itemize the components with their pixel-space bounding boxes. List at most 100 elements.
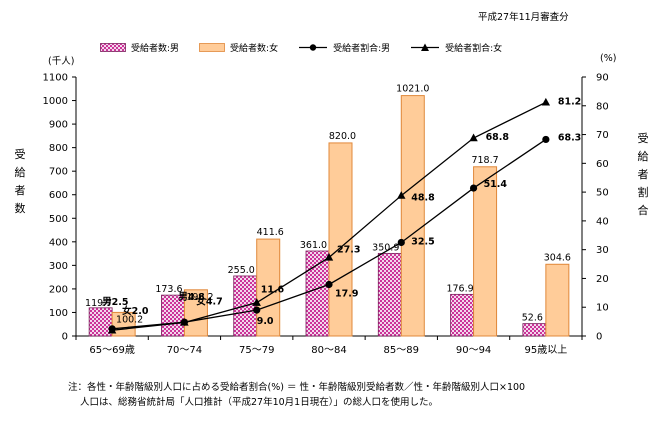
line-female-ratio-marker (541, 97, 551, 106)
line-male-ratio-marker (325, 280, 333, 289)
bar-female-value-label: 718.7 (471, 155, 498, 166)
x-tick-label: 65～69歳 (89, 344, 134, 356)
legend-item-male-ratio: 受給者割合:男 (298, 41, 390, 54)
bar-female-count (473, 166, 498, 337)
y-left-tick-label: 300 (49, 261, 68, 272)
line-male-ratio-marker (397, 238, 405, 247)
y-right-tick-label: 50 (596, 188, 609, 199)
footnote-1: 注：各性・年齢階級別人口に占める受給者割合(%) ＝ 性・年齢階級別受給者数／性… (68, 382, 526, 393)
line-male-ratio-label: 17.9 (335, 288, 358, 299)
line-male-ratio-label: 68.3 (558, 132, 581, 143)
y-left-tick-label: 900 (49, 120, 68, 131)
bar-male-count (450, 293, 474, 337)
y-left-tick-label: 700 (49, 167, 68, 178)
y-right-tick-label: 80 (596, 101, 609, 112)
line-male-ratio-label: 9.0 (257, 316, 274, 327)
bar-male-value-label: 255.0 (228, 265, 255, 276)
legend-item-female-count: 受給者数:女 (199, 41, 278, 54)
y-left-tick-label: 800 (49, 143, 68, 154)
bar-female-count (545, 263, 570, 337)
line-female-ratio-marker (107, 325, 117, 334)
y-right-title: 受給者割合 (637, 132, 649, 217)
bar-female-value-label: 411.6 (257, 227, 284, 238)
bar-male-value-label: 176.9 (446, 283, 473, 294)
y-left-title: 受給者数 (14, 148, 26, 215)
bar-male-value-label: 119.7 (85, 298, 112, 309)
line-female-ratio-label: 68.8 (486, 132, 510, 143)
y-left-tick-label: 1000 (43, 96, 68, 107)
line-male-ratio-marker (542, 135, 550, 144)
line-male-ratio-label: 男4.8 (178, 292, 205, 303)
x-tick-label: 80～84 (311, 345, 346, 356)
line-male-ratio-marker (253, 306, 261, 314)
line-female-ratio-label: 48.8 (411, 193, 435, 204)
line-male-ratio-label: 男2.5 (102, 297, 128, 308)
bar-male-count (377, 252, 402, 337)
y-left-tick-label: 500 (49, 214, 68, 225)
legend-label-male-ratio: 受給者割合:男 (333, 44, 391, 54)
legend-label-female-count: 受給者数:女 (230, 44, 279, 54)
bar-female-count (328, 142, 353, 337)
bar-female-value-label: 820.0 (329, 131, 356, 142)
bar-female-value-label: 100.2 (116, 314, 143, 325)
line-female-ratio-label: 女4.7 (196, 295, 222, 307)
y-right-tick-label: 30 (596, 245, 609, 256)
bar-male-count (522, 323, 547, 337)
line-female-ratio-label: 11.6 (261, 285, 285, 296)
y-left-tick-label: 1100 (43, 73, 68, 84)
bar-male-value-label: 361.0 (300, 240, 327, 251)
y-right-tick-label: 40 (596, 216, 609, 227)
line-female-ratio-marker (397, 191, 406, 199)
line-male-ratio-marker (469, 184, 478, 192)
line-female-ratio-marker (469, 133, 478, 142)
line-female-ratio-marker (180, 317, 189, 326)
bar-female-value-label: 304.6 (544, 252, 571, 263)
x-tick-label: 95歳以上 (524, 344, 567, 356)
x-tick-label: 85～89 (384, 345, 419, 356)
y-right-tick-label: 0 (596, 332, 602, 343)
y-left-tick-label: 600 (49, 190, 68, 201)
y-left-tick-label: 200 (49, 284, 68, 295)
line-female-ratio-label: 27.3 (337, 244, 360, 255)
y-right-tick-label: 90 (596, 73, 609, 84)
legend-item-female-ratio: 受給者割合:女 (410, 41, 502, 54)
bar-male-value-label: 350.9 (372, 242, 399, 253)
line-male-ratio-label: 32.5 (411, 236, 434, 247)
line-female-ratio-marker (324, 252, 334, 261)
bar-male-value-label: 173.6 (155, 284, 182, 295)
legend: 受給者数:男 受給者数:女 受給者割合:男 受給者割合:女 (100, 41, 522, 54)
line-female-ratio-label: 女2.0 (122, 305, 149, 317)
bar-female-value-label: 196.2 (186, 292, 213, 303)
y-right-tick-label: 10 (596, 303, 609, 314)
line-male-ratio-label: 51.4 (484, 179, 508, 190)
x-tick-label: 70～74 (167, 345, 202, 356)
bar-male-value-label: 52.6 (522, 313, 543, 324)
y-left-unit: (千人) (48, 56, 75, 67)
bar-female-count (400, 95, 425, 337)
y-right-tick-label: 20 (596, 274, 609, 285)
legend-item-male-count: 受給者数:男 (100, 41, 179, 54)
line-female-ratio-label: 81.2 (558, 96, 581, 107)
bar-male-count (305, 250, 330, 337)
bar-male-count (88, 307, 113, 337)
bar-female-count (183, 289, 208, 337)
legend-swatch-female-ratio (411, 43, 440, 51)
y-right-tick-label: 70 (596, 130, 609, 141)
legend-label-male-count: 受給者数:男 (131, 44, 180, 54)
legend-label-female-ratio: 受給者割合:女 (445, 44, 503, 54)
legend-swatch-male-ratio (299, 44, 328, 51)
y-left-tick-label: 100 (49, 308, 68, 319)
legend-swatch-male-count (100, 43, 126, 52)
y-right-unit: (%) (600, 53, 617, 64)
y-left-tick-label: 0 (62, 332, 68, 343)
y-right-tick-label: 60 (596, 159, 609, 170)
legend-swatch-female-count (199, 43, 225, 52)
line-female-ratio-marker (252, 298, 261, 306)
y-left-tick-label: 400 (49, 237, 68, 248)
x-tick-label: 75～79 (239, 345, 274, 356)
footnote-2: 人口は、総務省統計局「人口推計（平成27年10月1日現在）」の総人口を使用した。 (80, 397, 438, 408)
review-period-note: 平成27年11月審査分 (478, 12, 569, 23)
x-tick-label: 90～94 (456, 345, 491, 356)
